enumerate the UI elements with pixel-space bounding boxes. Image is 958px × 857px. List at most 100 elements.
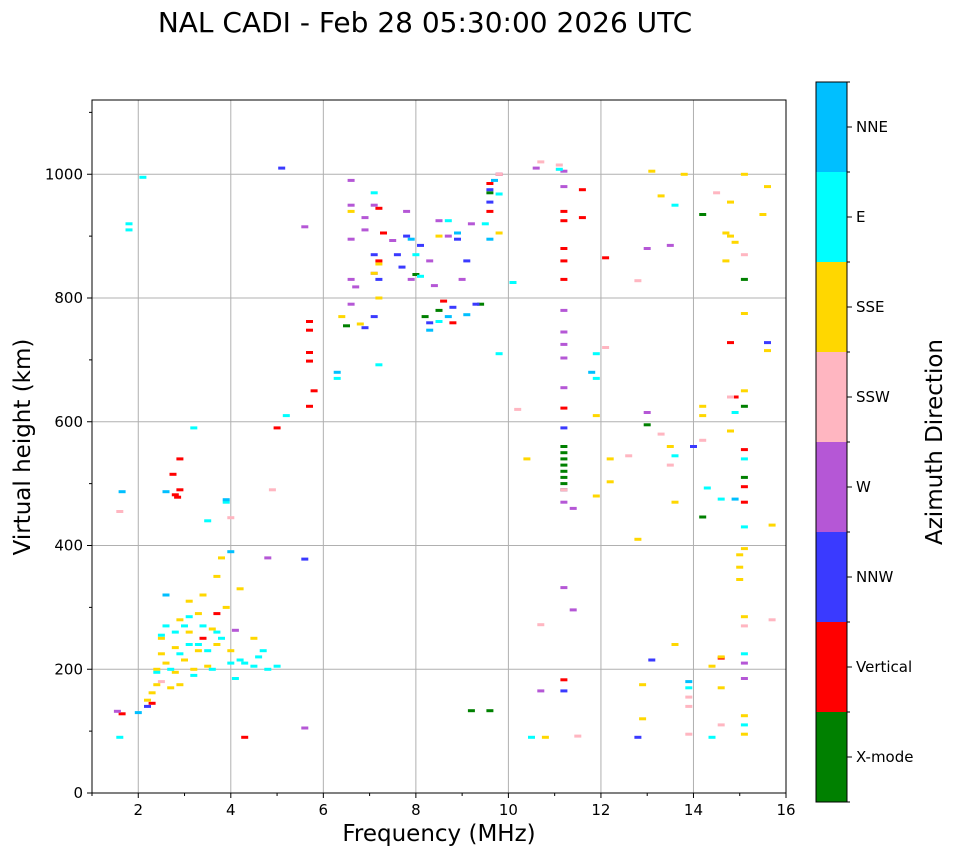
data-point-sse: [227, 649, 235, 653]
data-point-sse: [218, 556, 225, 560]
x-axis-ticks: 2 4 6 8 10 12 14 16: [91, 793, 796, 819]
data-point-ssw: [768, 618, 776, 622]
data-point-sse: [185, 599, 193, 603]
data-point-vertical: [375, 206, 383, 210]
data-point-vertical: [306, 404, 313, 408]
data-point-sse: [699, 414, 707, 418]
data-point-sse: [250, 636, 258, 640]
data-point-ssw: [268, 488, 276, 492]
colorbar-segment: [816, 352, 847, 442]
data-point-sse: [375, 262, 383, 266]
data-point-sse: [727, 234, 734, 238]
data-point-nne: [486, 237, 494, 241]
data-point-x-mode: [421, 315, 429, 319]
data-point-e: [162, 624, 170, 628]
plot-area: [92, 100, 786, 793]
data-point-nnw: [486, 200, 494, 204]
data-point-nnw: [463, 259, 471, 263]
data-point-x-mode: [740, 277, 748, 281]
data-point-sse: [176, 618, 184, 622]
data-point-e: [190, 426, 198, 430]
data-point-w: [560, 500, 568, 504]
data-point-e: [264, 667, 272, 671]
data-point-e: [370, 191, 378, 195]
data-point-vertical: [306, 359, 313, 363]
colorbar-label: Azimuth Direction: [922, 339, 948, 545]
data-point-ssw: [537, 623, 545, 627]
data-point-sse: [162, 661, 170, 665]
data-point-vertical: [213, 612, 221, 616]
data-point-sse: [194, 612, 202, 616]
data-point-w: [560, 586, 568, 590]
data-point-nnw: [403, 234, 411, 238]
data-point-e: [592, 376, 600, 380]
colorbar-tick-label: NNW: [856, 568, 893, 586]
data-point-x-mode: [740, 475, 748, 479]
data-point-e: [731, 411, 739, 414]
data-point-ssw: [227, 516, 235, 520]
data-point-sse: [144, 698, 151, 702]
data-point-w: [467, 222, 475, 226]
data-point-w: [347, 302, 355, 306]
data-point-sse: [759, 213, 767, 216]
data-point-w: [113, 709, 121, 713]
data-point-sse: [648, 169, 656, 173]
data-point-nne: [463, 313, 471, 317]
data-point-vertical: [310, 389, 318, 393]
data-point-e: [199, 624, 207, 628]
y-tick-label: 400: [54, 537, 83, 555]
data-point-e: [231, 677, 239, 680]
colorbar-tick-label: X-mode: [856, 748, 913, 766]
data-point-sse: [722, 231, 730, 235]
data-point-w: [231, 628, 239, 632]
data-point-nne: [162, 593, 170, 597]
data-point-sse: [181, 658, 188, 662]
data-point-sse: [666, 445, 674, 448]
y-tick-label: 800: [54, 289, 83, 307]
data-point-w: [666, 243, 674, 247]
colorbar: X-mode Vertical NNW W SSW SSE E NNE: [815, 81, 913, 803]
data-point-x-mode: [699, 515, 707, 519]
data-point-nnw: [393, 253, 401, 257]
data-point-vertical: [306, 351, 313, 354]
data-point-ssw: [514, 407, 522, 411]
data-point-nnw: [370, 253, 378, 257]
data-point-e: [740, 723, 748, 727]
data-point-ssw: [602, 346, 610, 349]
y-axis-ticks: 0 200 400 600 800 1000: [45, 111, 92, 802]
data-point-nnw: [370, 315, 378, 319]
x-axis-label: Frequency (MHz): [342, 821, 535, 847]
data-point-sse: [153, 683, 161, 687]
data-point-w: [301, 225, 309, 229]
data-point-e: [435, 320, 443, 323]
data-point-ssw: [625, 454, 633, 458]
grid: [92, 100, 787, 794]
data-point-x-mode: [643, 423, 651, 427]
data-point-ssw: [657, 432, 665, 436]
data-point-nnw: [375, 277, 383, 281]
data-point-sse: [671, 500, 679, 504]
data-point-nne: [222, 498, 230, 502]
data-point-sse: [768, 523, 776, 527]
y-tick-label: 0: [73, 784, 83, 802]
data-point-nne: [685, 680, 693, 684]
data-point-e: [708, 735, 716, 739]
data-point-sse: [740, 312, 748, 315]
data-point-vertical: [578, 188, 586, 192]
data-point-e: [282, 414, 290, 418]
data-point-e: [139, 175, 147, 179]
data-point-e: [181, 624, 188, 628]
data-point-nnw: [690, 445, 697, 448]
data-points: [113, 160, 776, 739]
data-point-ssw: [560, 488, 568, 492]
data-point-ssw: [740, 624, 748, 628]
data-point-e: [412, 253, 420, 257]
colorbar-tick-label: NNE: [856, 118, 888, 136]
data-point-sse: [764, 185, 771, 189]
data-point-w: [560, 342, 568, 346]
data-point-sse: [157, 652, 165, 656]
data-point-w: [458, 277, 466, 281]
data-point-sse: [680, 172, 688, 176]
data-point-sse: [740, 389, 748, 393]
data-point-ssw: [634, 279, 642, 283]
